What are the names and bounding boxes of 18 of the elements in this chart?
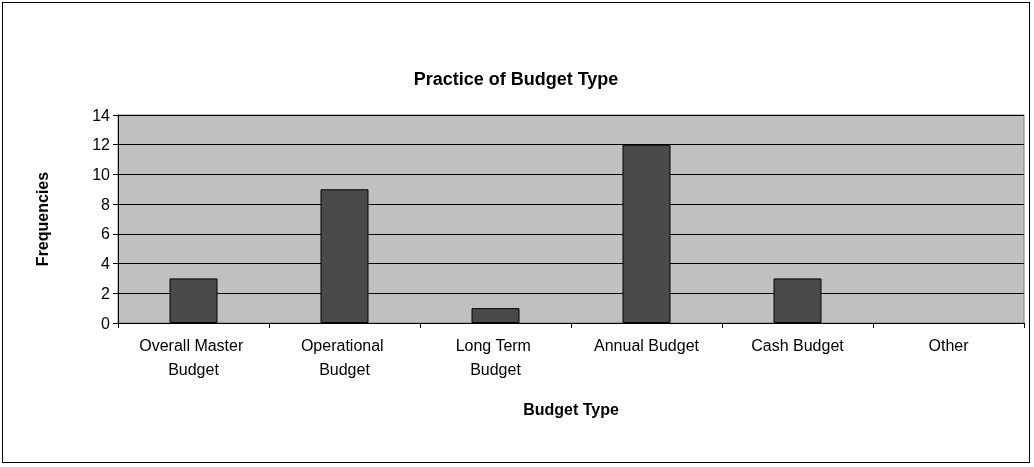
- x-axis-title: Budget Type: [523, 400, 619, 418]
- y-tick-label: 12: [92, 136, 111, 154]
- y-tick-label: 4: [101, 255, 111, 273]
- y-tick-label: 0: [101, 314, 111, 332]
- x-tick-label: Overall Master Budget: [139, 336, 248, 378]
- x-tick-label: Cash Budget: [751, 336, 845, 354]
- x-tick-label: Annual Budget: [594, 336, 700, 354]
- y-tick-label: 2: [101, 284, 111, 302]
- y-axis-title: Frequencies: [33, 171, 51, 267]
- bar: [471, 308, 520, 323]
- y-tick-label: 14: [92, 106, 111, 124]
- chart-title: Practice of Budget Type: [413, 69, 619, 89]
- y-tick-label: 8: [101, 195, 111, 213]
- x-tick-label: Other: [928, 336, 970, 354]
- x-tick-label: Long Term Budget: [455, 336, 536, 378]
- y-tick-label: 10: [92, 165, 111, 183]
- x-tick-label: Operational Budget: [300, 336, 389, 378]
- y-tick-label: 6: [101, 225, 111, 243]
